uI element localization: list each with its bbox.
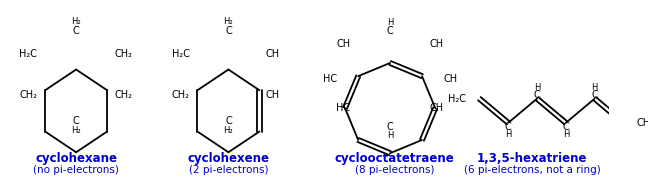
Text: C: C [591, 90, 598, 100]
Text: CH: CH [430, 103, 444, 113]
Text: cyclohexane: cyclohexane [35, 152, 117, 165]
Text: HC: HC [323, 74, 337, 84]
Text: HC: HC [336, 103, 350, 113]
Text: H: H [562, 130, 569, 139]
Text: H₂C: H₂C [172, 49, 190, 59]
Text: CH₂: CH₂ [19, 90, 38, 100]
Text: H: H [387, 18, 393, 27]
Text: C: C [534, 90, 540, 100]
Text: CH: CH [266, 49, 279, 59]
Text: (6 pi-electrons, not a ring): (6 pi-electrons, not a ring) [464, 165, 601, 175]
Text: H₂C: H₂C [19, 49, 38, 59]
Text: H₂: H₂ [71, 17, 81, 26]
Text: H₂: H₂ [71, 126, 81, 135]
Text: CH: CH [336, 39, 350, 49]
Text: H₂C: H₂C [448, 94, 467, 104]
Text: C: C [562, 122, 569, 132]
Text: CH₂: CH₂ [172, 90, 190, 100]
Text: H: H [505, 130, 511, 139]
Text: 1,3,5-hexatriene: 1,3,5-hexatriene [477, 152, 587, 165]
Text: H₂: H₂ [224, 126, 233, 135]
Text: H: H [387, 131, 393, 140]
Text: C: C [225, 26, 232, 36]
Text: cyclooctatetraene: cyclooctatetraene [335, 152, 455, 165]
Text: CH: CH [266, 90, 279, 100]
Text: C: C [387, 122, 393, 132]
Text: CH₂: CH₂ [636, 118, 648, 128]
Text: (8 pi-electrons): (8 pi-electrons) [355, 165, 435, 175]
Text: CH: CH [430, 39, 444, 49]
Text: C: C [387, 26, 393, 36]
Text: H: H [534, 83, 540, 92]
Text: C: C [73, 26, 80, 36]
Text: CH: CH [443, 74, 457, 84]
Text: C: C [73, 116, 80, 126]
Text: C: C [505, 122, 511, 132]
Text: H: H [592, 83, 598, 92]
Text: CH₂: CH₂ [115, 49, 133, 59]
Text: cyclohexene: cyclohexene [187, 152, 270, 165]
Text: (2 pi-electrons): (2 pi-electrons) [189, 165, 268, 175]
Text: (no pi-electrons): (no pi-electrons) [33, 165, 119, 175]
Text: CH₂: CH₂ [115, 90, 133, 100]
Text: H₂: H₂ [224, 17, 233, 26]
Text: C: C [225, 116, 232, 126]
